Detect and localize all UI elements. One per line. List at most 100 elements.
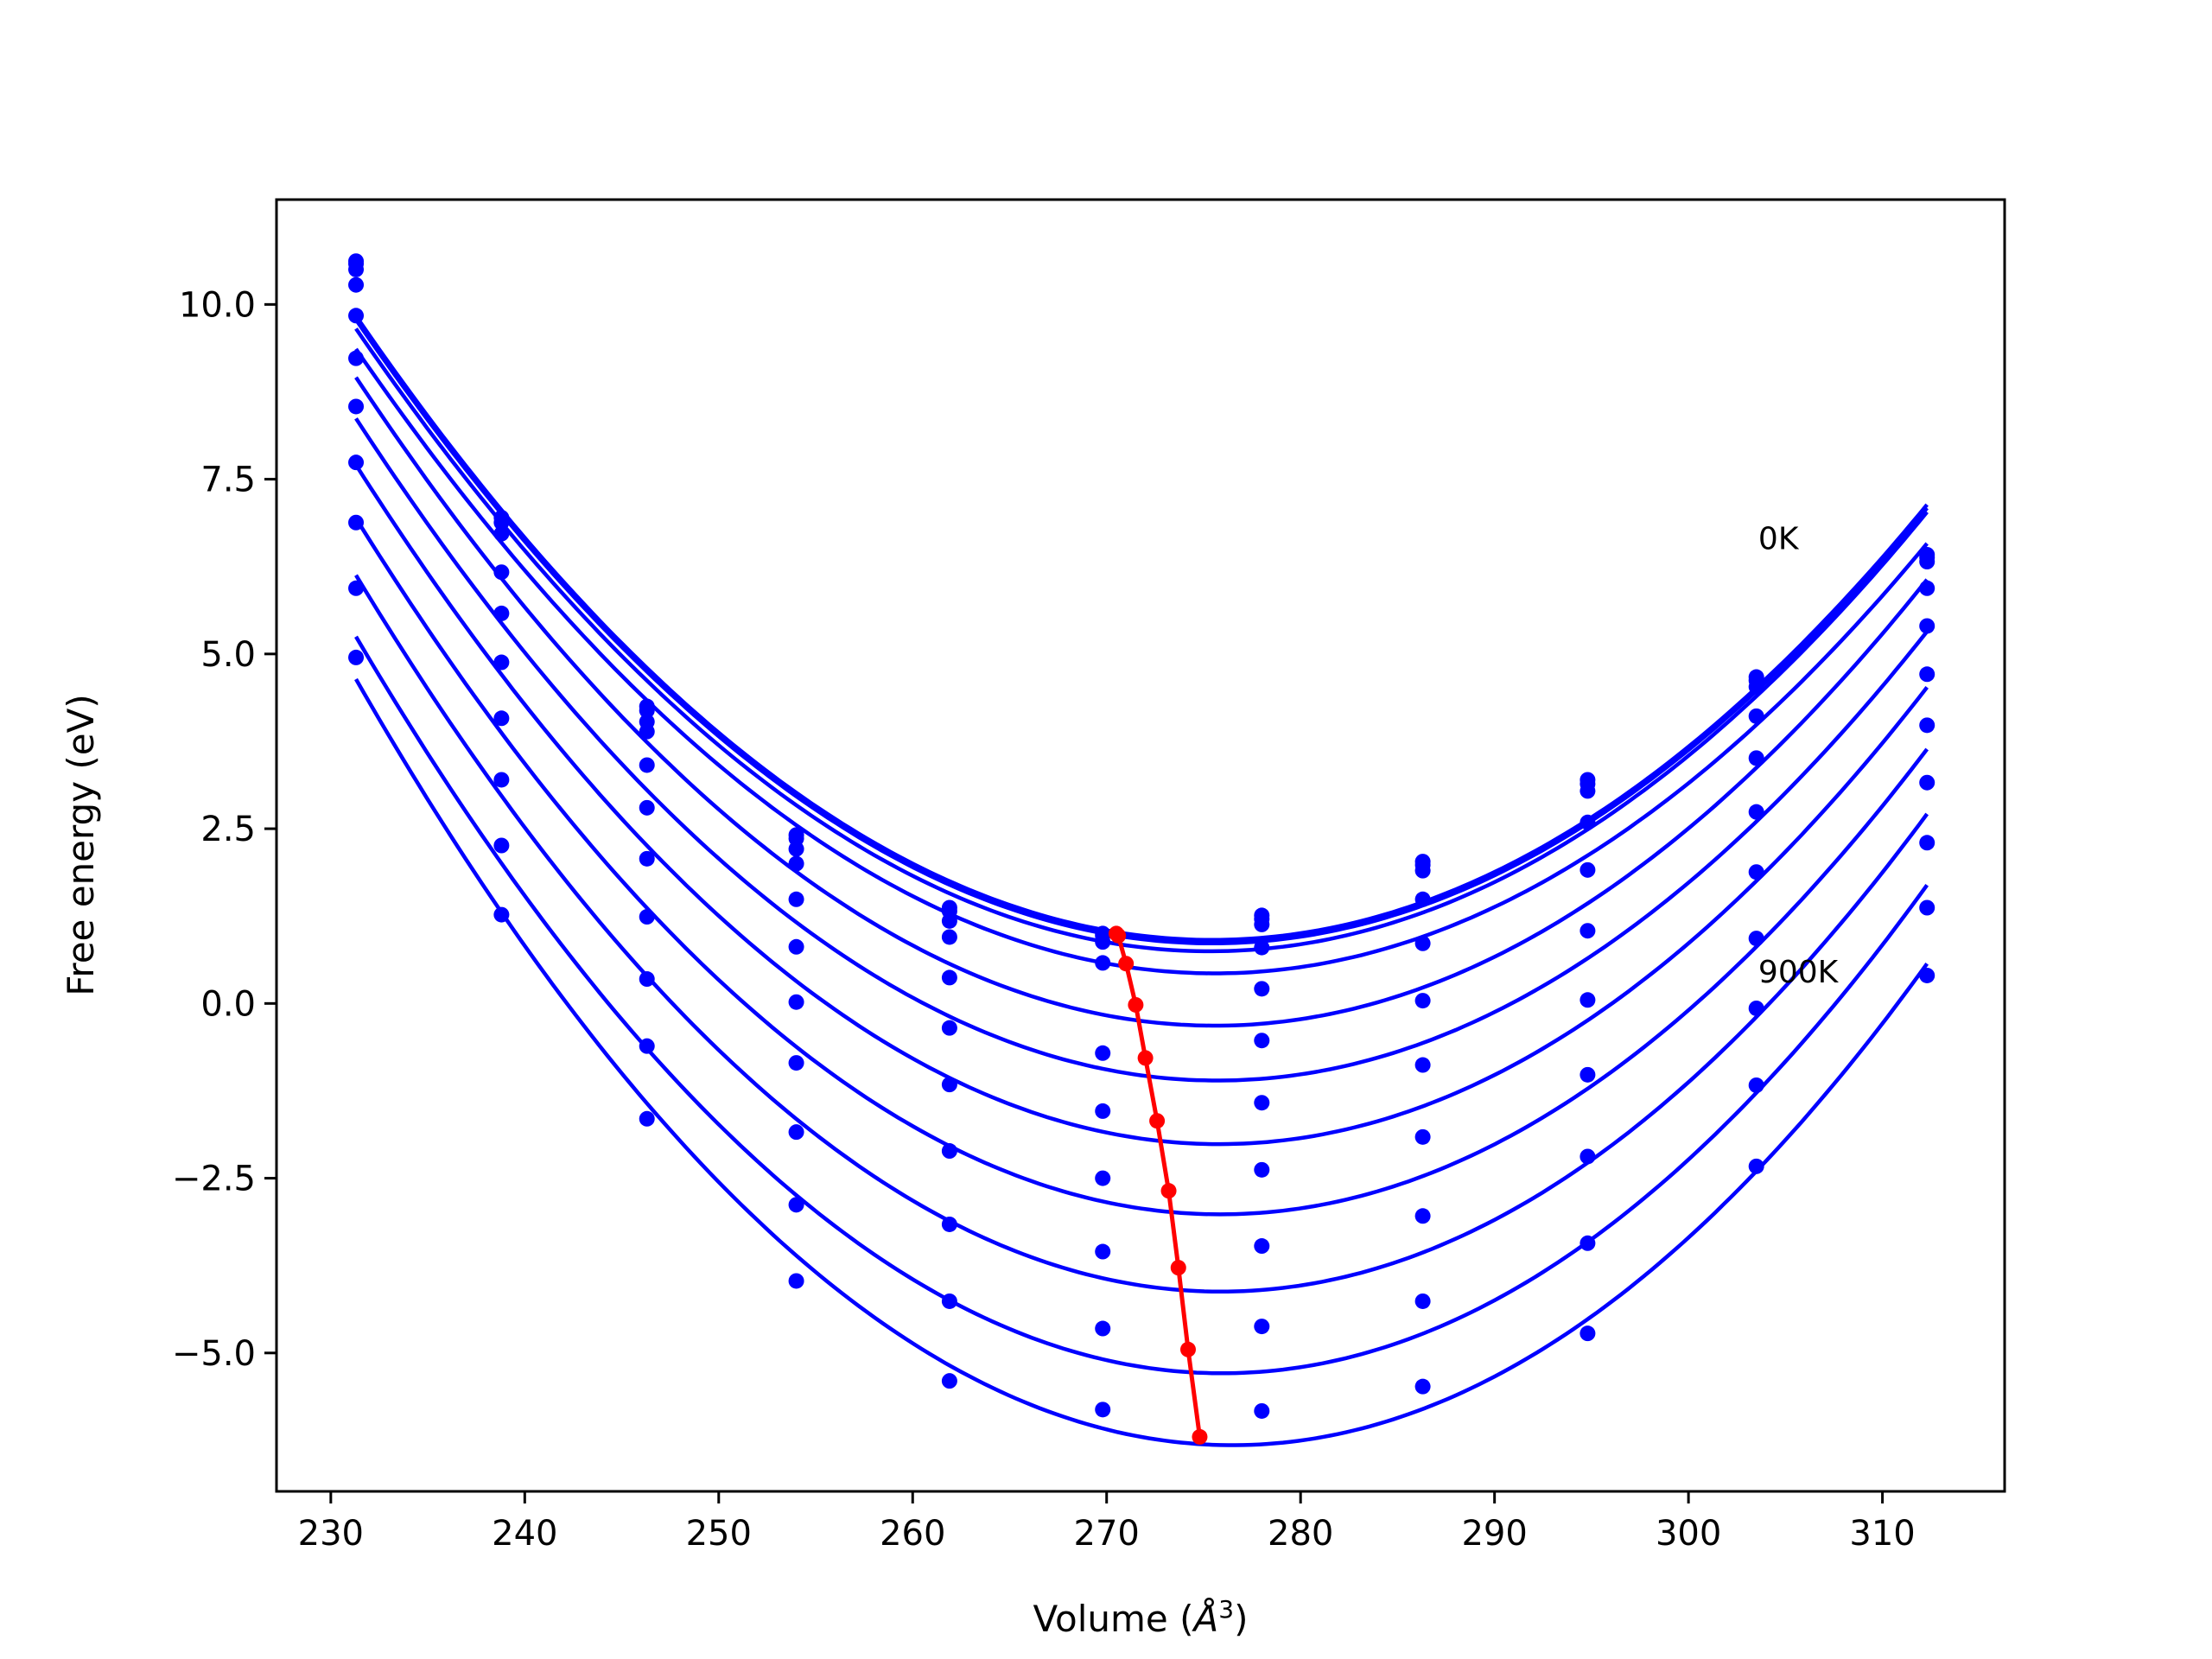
data-point xyxy=(1748,864,1764,880)
y-axis-label: Free energy (eV) xyxy=(60,694,102,996)
x-tick-label: 230 xyxy=(298,1514,364,1554)
data-point xyxy=(1095,1402,1111,1418)
data-point xyxy=(1254,981,1270,997)
equilibrium-point xyxy=(1128,996,1144,1013)
data-point xyxy=(1580,1148,1596,1165)
equilibrium-point xyxy=(1160,1183,1177,1199)
y-tick-label: 7.5 xyxy=(200,461,256,500)
data-point xyxy=(348,308,365,324)
x-axis: 230 240 250 260 270 280 290 300 310 xyxy=(298,1491,1916,1554)
y-tick-label: 10.0 xyxy=(179,285,256,325)
x-tick-label: 290 xyxy=(1461,1514,1527,1554)
data-point xyxy=(493,710,510,727)
fit-curve xyxy=(354,315,1929,943)
data-point xyxy=(1414,862,1431,879)
equilibrium-point xyxy=(1179,1341,1196,1357)
equilibrium-line xyxy=(1115,931,1202,1438)
data-point xyxy=(348,580,365,596)
data-point xyxy=(1580,923,1596,939)
fit-curve xyxy=(354,635,1929,1376)
data-point xyxy=(1095,1320,1111,1337)
data-point xyxy=(1919,774,1936,791)
data-point xyxy=(1580,1235,1596,1251)
y-tick-label: −5.0 xyxy=(172,1334,256,1374)
data-point xyxy=(941,929,957,945)
x-tick-label: 280 xyxy=(1268,1514,1333,1554)
fit-curve xyxy=(354,677,1929,1447)
data-point xyxy=(1748,1000,1764,1016)
data-point xyxy=(639,971,655,988)
data-point xyxy=(1748,1077,1764,1093)
data-point xyxy=(1095,955,1111,971)
x-tick-label: 300 xyxy=(1656,1514,1721,1554)
plot-area xyxy=(348,253,1936,1447)
data-point xyxy=(639,723,655,740)
x-axis-label-exponent: 3 xyxy=(1218,1595,1234,1624)
data-point xyxy=(639,850,655,867)
data-point xyxy=(788,1273,804,1289)
data-point xyxy=(348,398,365,415)
data-point xyxy=(1748,678,1764,695)
data-point xyxy=(1254,939,1270,956)
data-point xyxy=(1580,992,1596,1008)
data-point xyxy=(1748,750,1764,766)
y-tick-label: 0.0 xyxy=(200,984,256,1024)
data-point xyxy=(1580,783,1596,799)
data-point xyxy=(1254,1161,1270,1178)
data-point xyxy=(1414,993,1431,1009)
data-point xyxy=(941,969,957,986)
data-point xyxy=(941,1216,957,1232)
fit-curve xyxy=(354,327,1929,954)
data-point xyxy=(639,909,655,925)
y-axis: −5.0 −2.5 0.0 2.5 5.0 7.5 10.0 xyxy=(172,285,276,1374)
data-point xyxy=(1414,1208,1431,1224)
data-point xyxy=(941,1293,957,1309)
temperature-label: 0K xyxy=(1758,521,1800,556)
data-point xyxy=(1919,967,1936,983)
data-point xyxy=(941,1020,957,1036)
fit-curve xyxy=(354,463,1929,1147)
data-point xyxy=(788,891,804,907)
data-point xyxy=(1748,708,1764,724)
temperature-label: 900K xyxy=(1758,955,1840,990)
data-point xyxy=(348,276,365,293)
data-point xyxy=(639,1038,655,1054)
data-point xyxy=(1748,804,1764,820)
data-point xyxy=(1095,934,1111,950)
x-axis-label-prefix: Volume ( xyxy=(1033,1598,1194,1640)
data-point xyxy=(1254,1238,1270,1255)
equilibrium-point xyxy=(1137,1050,1154,1066)
data-point xyxy=(493,837,510,854)
equilibrium-point xyxy=(1118,956,1135,972)
fit-curve xyxy=(354,574,1929,1294)
data-point xyxy=(941,1077,957,1093)
equilibrium-point xyxy=(1149,1113,1166,1129)
x-tick-label: 260 xyxy=(880,1514,945,1554)
data-point xyxy=(788,938,804,955)
data-point xyxy=(1919,618,1936,634)
y-tick-label: −2.5 xyxy=(172,1160,256,1199)
data-point xyxy=(639,799,655,816)
data-point xyxy=(493,772,510,788)
data-point xyxy=(1254,916,1270,932)
data-point xyxy=(788,994,804,1010)
data-point xyxy=(1095,1243,1111,1260)
data-point xyxy=(1254,1319,1270,1335)
x-axis-label-unit: Å xyxy=(1192,1597,1219,1640)
data-point xyxy=(1580,1066,1596,1083)
data-point xyxy=(639,1110,655,1127)
data-point xyxy=(1254,1095,1270,1111)
x-axis-label: Volume (Å3) xyxy=(1033,1595,1249,1640)
data-point xyxy=(1414,935,1431,951)
x-tick-label: 240 xyxy=(492,1514,557,1554)
data-point xyxy=(1414,1128,1431,1145)
data-point xyxy=(1254,1402,1270,1419)
annotations: 0K 900K xyxy=(1758,521,1840,990)
equilibrium-point xyxy=(1192,1428,1208,1445)
data-point xyxy=(1414,891,1431,907)
data-point xyxy=(1748,931,1764,947)
data-point xyxy=(1254,1033,1270,1049)
data-point xyxy=(1414,1293,1431,1309)
data-point xyxy=(788,1124,804,1141)
data-point xyxy=(1919,554,1936,570)
